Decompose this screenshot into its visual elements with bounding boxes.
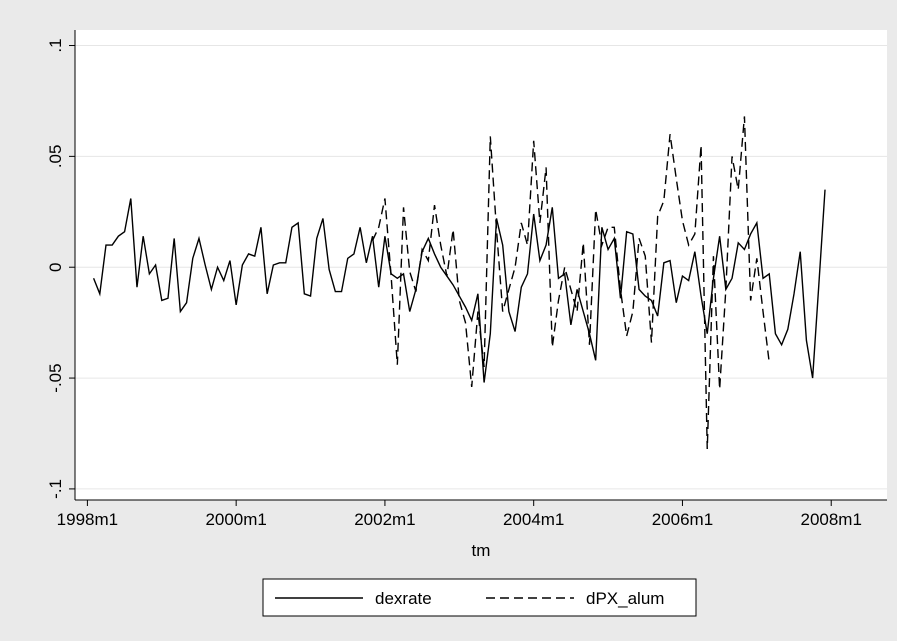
x-tick-label: 2004m1 [503, 510, 564, 529]
x-tick-label: 1998m1 [57, 510, 118, 529]
x-tick-label: 2006m1 [652, 510, 713, 529]
x-tick-label: 2008m1 [800, 510, 861, 529]
y-tick-label: -.1 [46, 479, 65, 499]
y-tick-label: .05 [46, 145, 65, 169]
x-tick-label: 2000m1 [205, 510, 266, 529]
y-tick-label: .1 [46, 38, 65, 52]
series-line [371, 116, 770, 450]
y-tick-label: 0 [46, 262, 65, 271]
y-tick-label: -.05 [46, 363, 65, 392]
plot-area [75, 30, 887, 500]
legend-label: dexrate [375, 589, 432, 608]
x-axis-title: tm [472, 541, 491, 560]
legend-label: dPX_alum [586, 589, 664, 608]
x-tick-label: 2002m1 [354, 510, 415, 529]
